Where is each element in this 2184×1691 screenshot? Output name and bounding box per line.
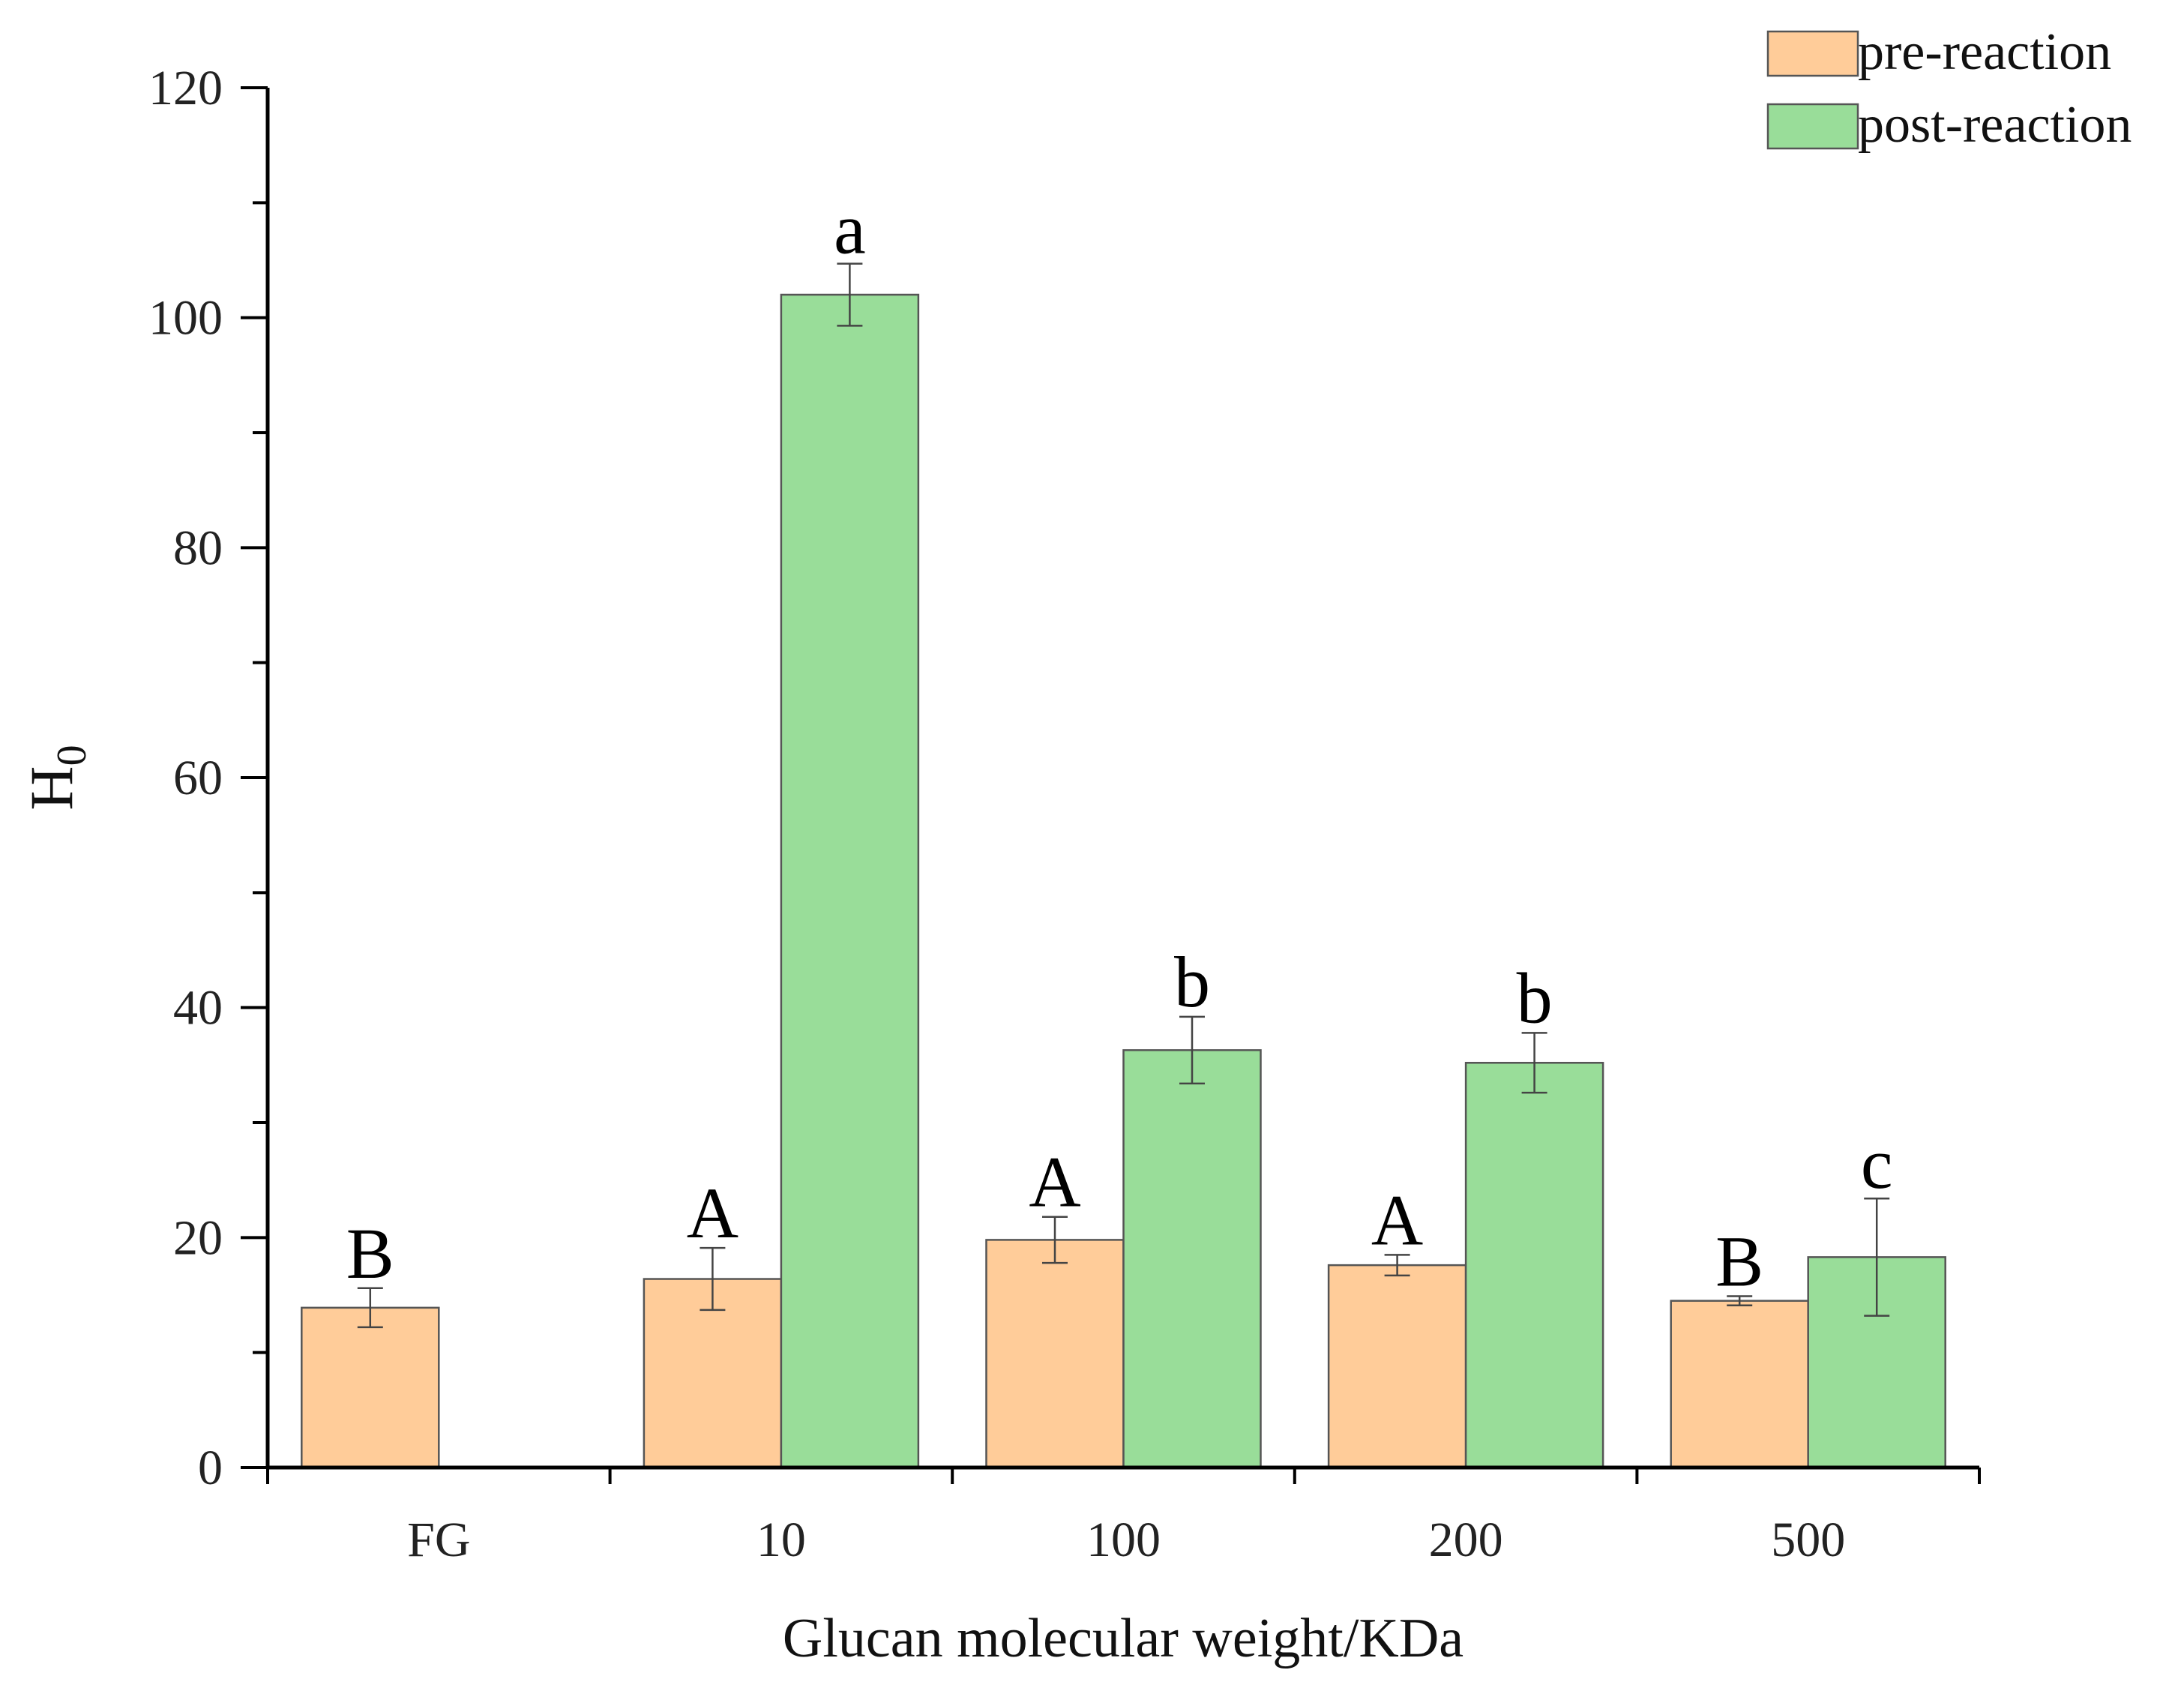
y-axis-title-subscript: 0 <box>49 745 95 766</box>
y-tick-label: 80 <box>173 520 223 575</box>
bar-post-reaction-200 <box>1464 1062 1604 1469</box>
legend-swatch-post-reaction <box>1766 103 1859 150</box>
y-axis-title: H0 <box>17 745 95 810</box>
x-axis-title: Glucan molecular weight/KDa <box>783 1608 1463 1669</box>
svg-text:H0: H0 <box>17 745 95 810</box>
x-tick-label: 10 <box>756 1513 806 1567</box>
bar-pre-reaction-FG <box>301 1306 440 1469</box>
legend-label-post-reaction: post-reaction <box>1858 96 2132 154</box>
x-tick-label: 200 <box>1429 1513 1503 1567</box>
error-bars-layer <box>357 262 1890 1329</box>
bar-post-reaction-100 <box>1122 1049 1262 1469</box>
x-tick-label: 100 <box>1086 1513 1161 1567</box>
significance-label: b <box>1517 958 1553 1038</box>
x-tick-label: FG <box>407 1513 470 1567</box>
x-ticks: FG 10 100 200 500 <box>266 1468 1981 1567</box>
y-tick-label: 120 <box>148 61 223 115</box>
significance-label: A <box>687 1173 738 1253</box>
legend-swatch-pre-reaction <box>1766 30 1859 77</box>
significance-label: b <box>1174 942 1210 1022</box>
plot-area: B A A A Ba b b c <box>301 189 1946 1469</box>
significance-label: c <box>1861 1123 1893 1204</box>
bar-post-reaction-10 <box>780 293 920 1469</box>
legend: pre-reaction post-reaction <box>1766 23 2132 154</box>
y-tick-label: 0 <box>198 1441 223 1495</box>
y-tick-label: 60 <box>173 751 223 805</box>
significance-label: B <box>346 1213 394 1294</box>
y-axis: 0 20 40 60 80 100 120 <box>148 61 270 1495</box>
x-axis: FG 10 100 200 500 <box>266 1465 1981 1567</box>
bars-layer <box>301 293 1946 1469</box>
y-axis-title-main: H <box>17 766 85 810</box>
bar-pre-reaction-200 <box>1327 1264 1467 1469</box>
significance-label: A <box>1029 1142 1080 1222</box>
y-tick-label: 100 <box>148 291 223 346</box>
bar-pre-reaction-100 <box>985 1239 1125 1469</box>
y-tick-label: 20 <box>173 1210 223 1265</box>
x-tick-label: 500 <box>1771 1513 1845 1567</box>
significance-label: B <box>1715 1222 1763 1302</box>
significance-label: A <box>1371 1180 1423 1260</box>
bar-pre-reaction-500 <box>1670 1300 1809 1469</box>
y-tick-label: 40 <box>173 981 223 1036</box>
legend-label-pre-reaction: pre-reaction <box>1858 23 2111 81</box>
significance-label: a <box>834 189 866 269</box>
y-ticks: 0 20 40 60 80 100 120 <box>148 61 268 1495</box>
significance-labels-layer: B A A A Ba b b c <box>346 189 1893 1302</box>
